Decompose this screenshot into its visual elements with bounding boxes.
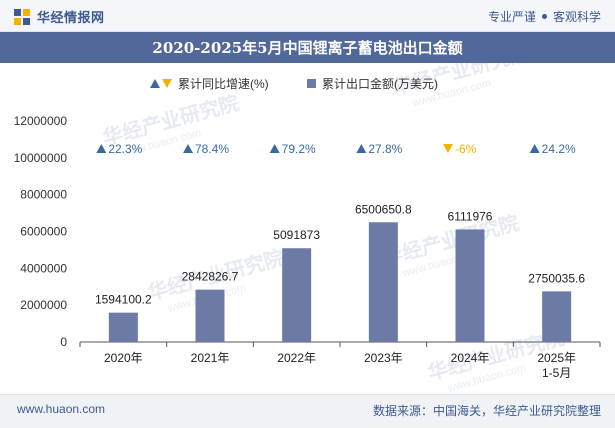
slogan: 专业严谨 客观科学	[488, 8, 601, 25]
legend-bar-marker	[307, 79, 316, 88]
bar	[282, 248, 312, 342]
bar-value-label: 6500650.8	[355, 202, 412, 216]
bar-value-label: 5091873	[273, 228, 320, 242]
x-tick-label: 2022年	[277, 351, 316, 365]
y-tick-label: 4000000	[20, 261, 67, 275]
bar	[455, 229, 485, 342]
growth-up-icon	[529, 144, 540, 153]
chart-title: 2020-2025年5月中国锂离子蓄电池出口金额	[0, 32, 615, 63]
legend-label-growth: 累计同比增速(%)	[178, 77, 269, 91]
logo-text: 华经情报网	[37, 10, 105, 25]
website-link[interactable]: www.huaon.com	[17, 402, 106, 416]
x-tick-label: 2025年	[537, 351, 576, 365]
x-tick-label: 1-5月	[542, 366, 571, 380]
growth-value-label: -6%	[455, 142, 477, 156]
y-tick-label: 2000000	[20, 298, 67, 312]
x-tick-label: 2023年	[364, 351, 403, 365]
growth-value-label: 22.3%	[108, 142, 142, 156]
y-tick-label: 0	[60, 335, 67, 349]
bar	[542, 291, 572, 342]
x-tick-label: 2024年	[451, 351, 490, 365]
growth-up-icon	[96, 144, 107, 153]
legend-up-marker	[150, 79, 160, 88]
legend-label-exports: 累计出口金额(万美元)	[322, 76, 438, 91]
x-tick-label: 2020年	[104, 351, 143, 365]
chart: 华经产业研究院www.huaon.com华经产业研究院www.huaon.com…	[14, 63, 601, 394]
growth-down-icon	[443, 144, 453, 153]
growth-up-icon	[183, 144, 193, 153]
bar	[108, 312, 138, 342]
bar-value-label: 2750035.6	[528, 271, 585, 285]
y-tick-label: 8000000	[20, 188, 67, 202]
bar-value-label: 2842826.7	[182, 270, 239, 284]
data-source: 数据来源：中国海关，华经产业研究院整理	[372, 404, 601, 418]
slogan-left: 专业严谨	[487, 10, 536, 24]
growth-value-label: 79.2%	[282, 142, 316, 156]
logo-icon	[14, 8, 30, 25]
top-bar: 华经情报网 专业严谨 客观科学	[0, 0, 615, 32]
y-tick-label: 12000000	[14, 114, 68, 128]
growth-value-label: 24.2%	[542, 142, 576, 156]
y-tick-label: 10000000	[14, 151, 68, 165]
y-tick-label: 6000000	[20, 225, 67, 239]
logo[interactable]: 华经情报网	[13, 7, 105, 26]
growth-value-label: 27.8%	[368, 142, 402, 156]
legend-down-marker	[162, 79, 172, 88]
footer: www.huaon.com 数据来源：中国海关，华经产业研究院整理	[0, 394, 615, 428]
bar-value-label: 6111976	[448, 209, 493, 223]
bar-value-label: 1594100.2	[95, 293, 152, 307]
x-tick-label: 2021年	[191, 351, 230, 365]
bar	[195, 289, 225, 342]
growth-up-icon	[356, 144, 367, 153]
slogan-right: 客观科学	[552, 10, 601, 24]
separator-dot	[541, 14, 547, 19]
growth-up-icon	[269, 144, 280, 153]
growth-value-label: 78.4%	[195, 142, 229, 156]
bar	[368, 222, 398, 342]
